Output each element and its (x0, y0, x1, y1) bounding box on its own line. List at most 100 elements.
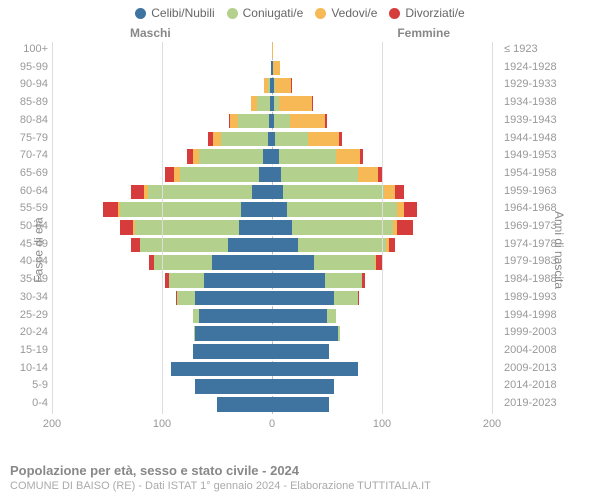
pyramid-row (52, 254, 492, 271)
legend: Celibi/NubiliConiugati/eVedovi/eDivorzia… (0, 0, 600, 20)
bar-segment (283, 185, 384, 200)
bar-segment (275, 78, 290, 93)
bar-segment (273, 61, 280, 76)
x-tick-label: 200 (43, 418, 61, 430)
bar-segment (358, 167, 378, 182)
bar-segment (397, 220, 412, 235)
bar-segment (272, 379, 334, 394)
birth-year-label: 1939-1943 (504, 114, 566, 126)
bar-segment (193, 309, 200, 324)
birth-year-label: 1969-1973 (504, 220, 566, 232)
bar-segment (290, 114, 325, 129)
legend-item: Vedovi/e (315, 6, 377, 20)
bar-segment (272, 202, 287, 217)
age-label: 40-44 (0, 255, 48, 267)
age-label: 75-79 (0, 132, 48, 144)
age-label: 55-59 (0, 202, 48, 214)
bar-segment (272, 291, 334, 306)
bar-segment (272, 43, 273, 58)
birth-year-label: 1924-1928 (504, 61, 566, 73)
bar-segment (298, 238, 386, 253)
bar-segment (397, 202, 404, 217)
bar-segment (358, 291, 359, 306)
bar-segment (195, 326, 272, 341)
pyramid-row (52, 361, 492, 378)
bar-segment (272, 397, 329, 412)
bar-segment (339, 132, 342, 147)
pyramid-row (52, 148, 492, 165)
birth-year-label: 1934-1938 (504, 96, 566, 108)
bar-male (208, 132, 272, 147)
bar-male (103, 202, 272, 217)
birth-year-label: 1989-1993 (504, 291, 566, 303)
bar-segment (338, 326, 340, 341)
age-label: 85-89 (0, 96, 48, 108)
birth-year-label: 1979-1983 (504, 255, 566, 267)
bar-segment (292, 220, 393, 235)
bar-male (194, 326, 272, 341)
bar-female (272, 202, 417, 217)
bar-segment (169, 273, 204, 288)
age-label: 10-14 (0, 362, 48, 374)
birth-year-label: 1974-1978 (504, 238, 566, 250)
bar-female (272, 379, 334, 394)
pyramid-row (52, 131, 492, 148)
bar-male (131, 185, 272, 200)
bar-segment (336, 149, 360, 164)
grid-line (492, 42, 493, 414)
bar-segment (238, 114, 269, 129)
bar-segment (135, 220, 240, 235)
bar-segment (325, 273, 362, 288)
bar-segment (252, 185, 272, 200)
bar-segment (384, 185, 395, 200)
pyramid-row (52, 308, 492, 325)
bar-segment (275, 132, 308, 147)
bar-segment (199, 309, 272, 324)
bar-male (176, 291, 272, 306)
bar-segment (120, 220, 133, 235)
pyramid-row (52, 201, 492, 218)
bar-male (187, 149, 272, 164)
legend-label: Divorziati/e (405, 6, 464, 20)
bar-segment (281, 167, 358, 182)
pyramid-row (52, 396, 492, 413)
bar-segment (241, 202, 272, 217)
bar-female (272, 326, 340, 341)
age-label: 100+ (0, 43, 48, 55)
bar-segment (272, 167, 281, 182)
bar-segment (274, 114, 289, 129)
bar-male (120, 220, 272, 235)
bar-segment (230, 114, 238, 129)
bar-female (272, 114, 327, 129)
age-label: 5-9 (0, 379, 48, 391)
age-label: 20-24 (0, 326, 48, 338)
bar-segment (272, 149, 279, 164)
bar-segment (272, 273, 325, 288)
bar-segment (279, 96, 312, 111)
bar-female (272, 167, 383, 182)
bar-female (272, 362, 358, 377)
x-tick-label: 0 (269, 418, 275, 430)
birth-year-label: 1959-1963 (504, 185, 566, 197)
bar-male (251, 96, 272, 111)
bar-segment (193, 149, 200, 164)
pyramid-row (52, 219, 492, 236)
bar-female (272, 149, 363, 164)
legend-label: Celibi/Nubili (151, 6, 214, 20)
birth-year-label: ≤ 1923 (504, 43, 566, 55)
label-female: Femmine (397, 26, 450, 40)
bar-segment (272, 362, 358, 377)
pyramid-row (52, 113, 492, 130)
legend-swatch (135, 8, 146, 19)
bar-segment (257, 96, 270, 111)
bar-segment (272, 309, 327, 324)
bar-female (272, 185, 404, 200)
bar-female (272, 291, 359, 306)
chart-subtitle: COMUNE DI BAISO (RE) - Dati ISTAT 1° gen… (10, 480, 431, 492)
bar-segment (314, 255, 376, 270)
bar-male (217, 397, 272, 412)
bar-female (272, 309, 336, 324)
age-label: 35-39 (0, 273, 48, 285)
bar-male (171, 362, 272, 377)
age-label: 90-94 (0, 78, 48, 90)
